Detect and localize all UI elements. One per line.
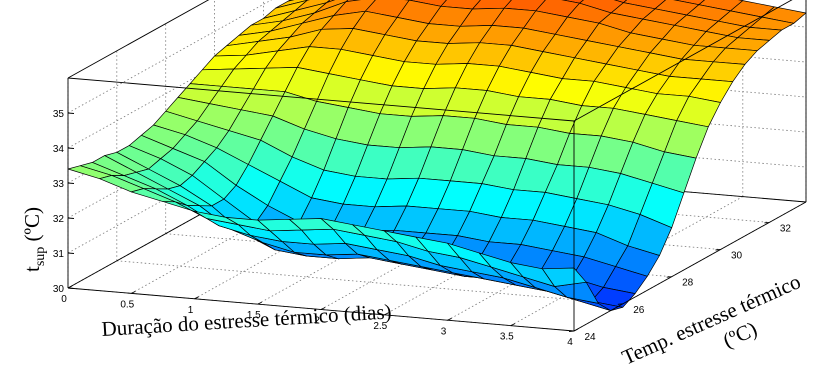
z-tick-label: 35 [53,109,65,120]
y-axis-ticks: 24 26 28 30 32 [568,221,792,343]
box-edge [67,77,575,122]
x-tick [131,290,136,294]
z-axis-label-unit: (ºC) [20,207,44,247]
x-tick [447,317,452,321]
z-axis-label: tsup (ºC) [20,207,48,272]
z-tick-label: 31 [53,249,65,260]
z-tick-label: 34 [53,144,65,155]
grid-line [116,260,623,305]
y-tick [666,276,672,278]
y-tick [617,303,623,305]
x-tick-label: 1.5 [247,310,261,321]
x-tick [384,312,389,316]
x-tick-label: 0 [61,294,67,305]
y-tick-label: 30 [731,251,743,262]
y-axis-label-line1: Temp. estresse térmico [618,269,804,369]
x-tick-label: 0.5 [120,299,134,310]
x-tick-label: 4 [567,337,573,348]
x-tick-label: 3.5 [500,332,514,343]
x-tick [194,296,199,300]
z-tick-label: 30 [53,284,65,295]
z-tick [67,252,75,254]
z-axis-label-main: t [20,266,44,272]
y-tick [715,249,721,251]
y-tick-label: 24 [584,332,596,343]
z-tick [67,147,75,149]
x-tick [67,285,73,289]
z-tick [67,287,75,289]
x-axis-label: Duração do estresse térmico (dias) [101,299,392,341]
z-axis-label-sub: sup [33,247,48,266]
surface-mesh [67,0,807,311]
grid-line [165,233,672,278]
box-edge [67,0,210,79]
z-tick-label: 32 [53,214,65,225]
x-tick-label: 2.5 [373,321,387,332]
z-axis-ticks: 30 31 32 33 34 35 [53,109,75,295]
x-axis-ticks: 0 0.5 1 1.5 2 2.5 3 3.5 4 [61,285,579,348]
y-tick-label: 32 [780,223,792,234]
z-tick [67,182,75,184]
y-axis-line [573,201,807,332]
z-tick-label: 33 [53,179,65,190]
surface-patch [542,267,587,287]
x-tick-label: 3 [441,326,447,337]
box-edge [573,0,793,122]
x-tick-label: 2 [314,316,320,327]
x-tick [510,323,516,327]
x-tick [257,301,263,305]
y-tick [568,330,575,332]
z-tick [67,217,75,219]
y-tick [764,221,770,224]
grid-line [67,0,273,114]
x-tick-label: 1 [188,305,194,316]
x-tick [320,307,326,310]
z-tick [67,112,75,114]
y-tick-label: 28 [682,278,694,289]
x-tick [573,328,579,332]
y-tick-label: 26 [633,305,645,316]
